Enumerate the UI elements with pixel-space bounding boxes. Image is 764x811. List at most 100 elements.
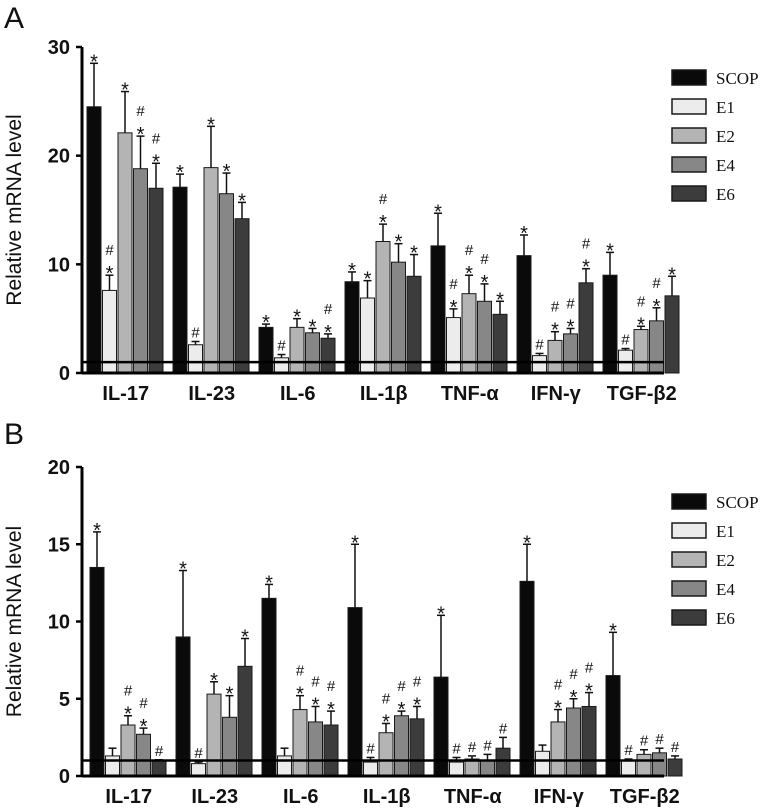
significance-hash: # xyxy=(499,720,508,737)
legend-swatch-scop xyxy=(671,69,707,86)
bar-e4 xyxy=(305,332,320,374)
x-tick-label: IL-23 xyxy=(191,786,238,808)
significance-star: * xyxy=(90,51,98,73)
significance-star: * xyxy=(637,314,645,336)
significance-star: * xyxy=(606,240,614,262)
legend-swatch-e1 xyxy=(671,98,707,115)
panel-a-chart: Relative mRNA level * * # * * # * # IL-17 * # * * * IL-… xyxy=(3,37,759,405)
x-tick-label: TNF-α xyxy=(441,383,500,405)
significance-hash: # xyxy=(296,663,305,680)
x-tick-label: IL-1β xyxy=(360,383,408,405)
significance-hash: # xyxy=(640,733,649,750)
significance-hash: # xyxy=(382,690,391,707)
legend-label-e2: E2 xyxy=(716,127,735,146)
bar-e4 xyxy=(480,760,495,777)
significance-star: * xyxy=(241,626,249,648)
y-tick-label: 20 xyxy=(48,457,70,479)
significance-hash: # xyxy=(327,678,336,695)
bar-e1 xyxy=(449,761,464,777)
legend-label-e4: E4 xyxy=(716,580,735,599)
panel-b-chart: Relative mRNA level * * # * # # IL-17 * # * * * IL-23… xyxy=(3,457,759,808)
y-tick-label: 0 xyxy=(59,766,70,788)
significance-hash: # xyxy=(551,299,560,316)
significance-star: * xyxy=(324,322,332,344)
x-tick-label: IL-17 xyxy=(105,786,152,808)
significance-star: * xyxy=(398,699,406,721)
bar-e2 xyxy=(120,724,136,777)
bar-e2 xyxy=(206,693,222,777)
significance-star: * xyxy=(567,316,575,338)
bar-e6 xyxy=(667,758,683,777)
significance-hash: # xyxy=(124,683,133,700)
bar-e6 xyxy=(664,295,680,374)
significance-hash: # xyxy=(366,740,375,757)
legend-swatch-e4 xyxy=(671,580,707,597)
legend-label-e6: E6 xyxy=(716,185,735,204)
significance-hash: # xyxy=(569,666,578,683)
bar-scop xyxy=(516,255,532,374)
bar-scop xyxy=(175,636,191,777)
bar-e1 xyxy=(274,357,289,374)
significance-hash: # xyxy=(449,276,458,293)
bar-e4 xyxy=(566,707,581,777)
significance-star: * xyxy=(668,264,676,286)
significance-star: * xyxy=(121,80,129,102)
significance-hash: # xyxy=(554,677,563,694)
legend-label-e6: E6 xyxy=(716,609,735,628)
legend-label-e1: E1 xyxy=(716,98,735,117)
significance-star: * xyxy=(312,694,320,716)
significance-star: * xyxy=(413,694,421,716)
significance-star: * xyxy=(450,297,458,319)
significance-hash: # xyxy=(397,678,406,695)
significance-star: * xyxy=(124,704,132,726)
x-tick-label: TNF-α xyxy=(444,786,503,808)
significance-star: * xyxy=(523,532,531,554)
bar-e1 xyxy=(277,755,292,777)
significance-star: * xyxy=(585,681,593,703)
legend-swatch-e6 xyxy=(671,609,707,626)
significance-hash: # xyxy=(191,324,200,341)
bar-e1 xyxy=(621,760,636,777)
significance-star: * xyxy=(410,243,418,265)
bar-e1 xyxy=(446,317,461,374)
y-axis-label: Relative mRNA level xyxy=(3,526,26,717)
significance-star: * xyxy=(609,620,617,642)
significance-star: * xyxy=(395,232,403,254)
significance-star: * xyxy=(207,114,215,136)
significance-star: * xyxy=(226,684,234,706)
significance-star: * xyxy=(137,124,145,146)
bar-scop xyxy=(261,597,277,777)
significance-hash: # xyxy=(139,695,148,712)
significance-star: * xyxy=(348,260,356,282)
x-tick-label: IL-6 xyxy=(283,786,319,808)
significance-star: * xyxy=(364,269,372,291)
significance-star: * xyxy=(551,320,559,342)
bar-e1 xyxy=(191,763,206,777)
significance-star: * xyxy=(309,316,317,338)
x-tick-label: IFN-γ xyxy=(534,786,585,808)
significance-star: * xyxy=(93,520,101,542)
bar-e4 xyxy=(133,168,148,374)
bar-e2 xyxy=(550,721,566,777)
bar-e4 xyxy=(136,733,151,777)
bar-scop xyxy=(430,245,446,374)
legend-label-scop: SCOP xyxy=(716,69,759,88)
significance-hash: # xyxy=(194,745,203,762)
significance-hash: # xyxy=(652,275,661,292)
x-tick-label: IL-1β xyxy=(363,786,411,808)
bar-e6 xyxy=(406,275,422,374)
bar-e6 xyxy=(581,705,597,777)
significance-star: * xyxy=(140,716,148,738)
bar-e2 xyxy=(547,339,563,374)
legend-label-scop: SCOP xyxy=(716,493,759,512)
significance-hash: # xyxy=(535,336,544,353)
bar-e2 xyxy=(378,732,394,777)
bar-e1 xyxy=(363,761,378,777)
significance-star: * xyxy=(238,190,246,212)
bar-scop xyxy=(519,580,535,777)
bar-e1 xyxy=(105,755,120,777)
significance-hash: # xyxy=(624,742,633,759)
legend-label-e4: E4 xyxy=(716,156,735,175)
significance-hash: # xyxy=(655,731,664,748)
bar-e6 xyxy=(495,747,511,777)
